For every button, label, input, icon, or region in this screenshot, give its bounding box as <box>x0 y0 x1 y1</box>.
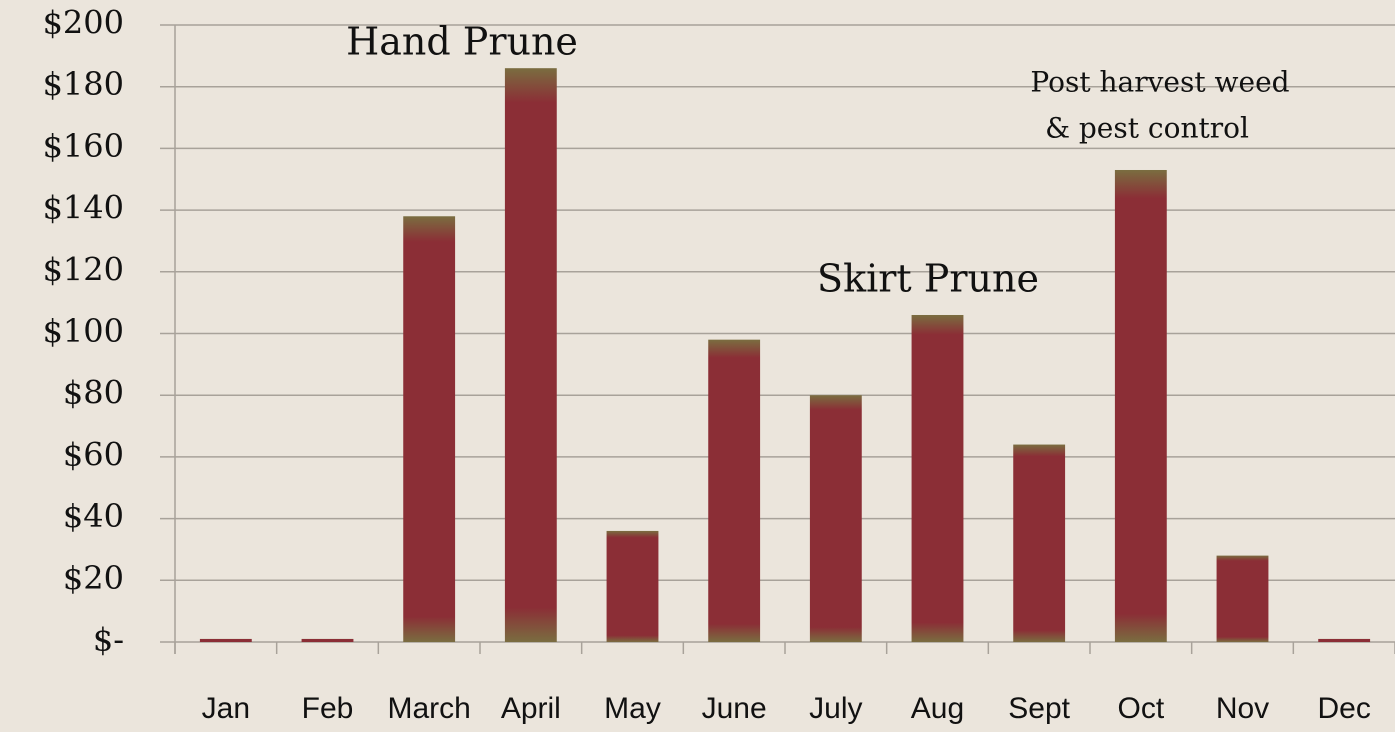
annotation: & pest control <box>1045 112 1249 145</box>
bar <box>809 395 862 642</box>
x-tick-label: Oct <box>1117 692 1164 725</box>
y-tick-label: $100 <box>43 312 124 350</box>
x-tick-label: Jan <box>202 692 250 725</box>
annotation: Skirt Prune <box>817 257 1039 301</box>
y-tick-label: $60 <box>63 435 124 473</box>
x-tick-label: April <box>501 692 561 725</box>
annotation: Post harvest weed <box>1030 66 1289 99</box>
x-tick-label: Feb <box>302 692 354 725</box>
x-tick-label: June <box>702 692 767 725</box>
x-tick-label: Sept <box>1008 692 1070 725</box>
x-tick-label: March <box>387 692 470 725</box>
bar <box>504 68 557 642</box>
x-tick-label: May <box>604 692 661 725</box>
annotation: Hand Prune <box>346 20 578 64</box>
bar <box>708 339 761 642</box>
y-tick-label: $200 <box>43 4 124 42</box>
bar <box>403 216 456 642</box>
y-tick-label: $120 <box>43 250 124 288</box>
x-tick-label: July <box>809 692 862 725</box>
bar <box>301 638 354 642</box>
bar <box>606 530 659 642</box>
y-tick-label: $180 <box>43 65 124 103</box>
x-tick-label: Dec <box>1317 692 1370 725</box>
y-tick-label: $- <box>93 621 124 659</box>
x-tick-label: Aug <box>911 692 964 725</box>
bar <box>1114 169 1167 642</box>
y-tick-label: $80 <box>63 374 124 412</box>
bar <box>199 638 252 642</box>
y-tick-label: $140 <box>43 189 124 227</box>
bar <box>911 314 964 642</box>
bar <box>1013 444 1066 642</box>
y-tick-label: $160 <box>43 127 124 165</box>
bar <box>1216 555 1269 642</box>
y-tick-label: $40 <box>63 497 124 535</box>
bar <box>1318 638 1371 642</box>
y-tick-label: $20 <box>63 559 124 597</box>
x-tick-label: Nov <box>1216 692 1269 725</box>
